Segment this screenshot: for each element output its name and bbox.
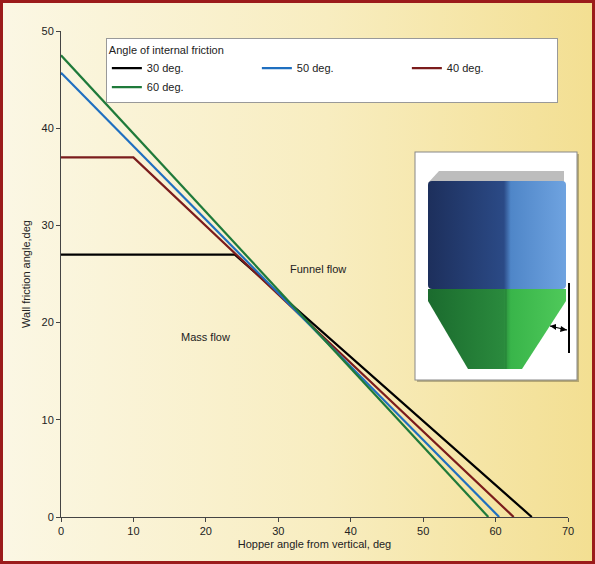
svg-text:0: 0 bbox=[58, 525, 64, 537]
svg-text:30: 30 bbox=[272, 525, 284, 537]
svg-text:30 deg.: 30 deg. bbox=[147, 62, 184, 74]
svg-text:Hopper angle from vertical, de: Hopper angle from vertical, deg bbox=[238, 538, 391, 550]
svg-text:20: 20 bbox=[42, 316, 54, 328]
svg-text:10: 10 bbox=[42, 414, 54, 426]
svg-text:50 deg.: 50 deg. bbox=[297, 62, 334, 74]
svg-text:0: 0 bbox=[48, 511, 54, 523]
svg-text:Mass flow: Mass flow bbox=[181, 331, 230, 343]
svg-text:70: 70 bbox=[562, 525, 574, 537]
svg-text:20: 20 bbox=[200, 525, 212, 537]
svg-text:60 deg.: 60 deg. bbox=[147, 81, 184, 93]
svg-text:Funnel flow: Funnel flow bbox=[290, 263, 346, 275]
svg-text:10: 10 bbox=[127, 525, 139, 537]
svg-text:Wall friction angle,deg: Wall friction angle,deg bbox=[20, 220, 32, 328]
svg-text:30: 30 bbox=[42, 219, 54, 231]
svg-text:50: 50 bbox=[42, 25, 54, 37]
svg-text:40: 40 bbox=[345, 525, 357, 537]
svg-text:Angle of internal friction: Angle of internal friction bbox=[109, 44, 224, 56]
svg-text:40 deg.: 40 deg. bbox=[447, 62, 484, 74]
svg-text:40: 40 bbox=[42, 122, 54, 134]
svg-text:60: 60 bbox=[489, 525, 501, 537]
svg-text:50: 50 bbox=[417, 525, 429, 537]
